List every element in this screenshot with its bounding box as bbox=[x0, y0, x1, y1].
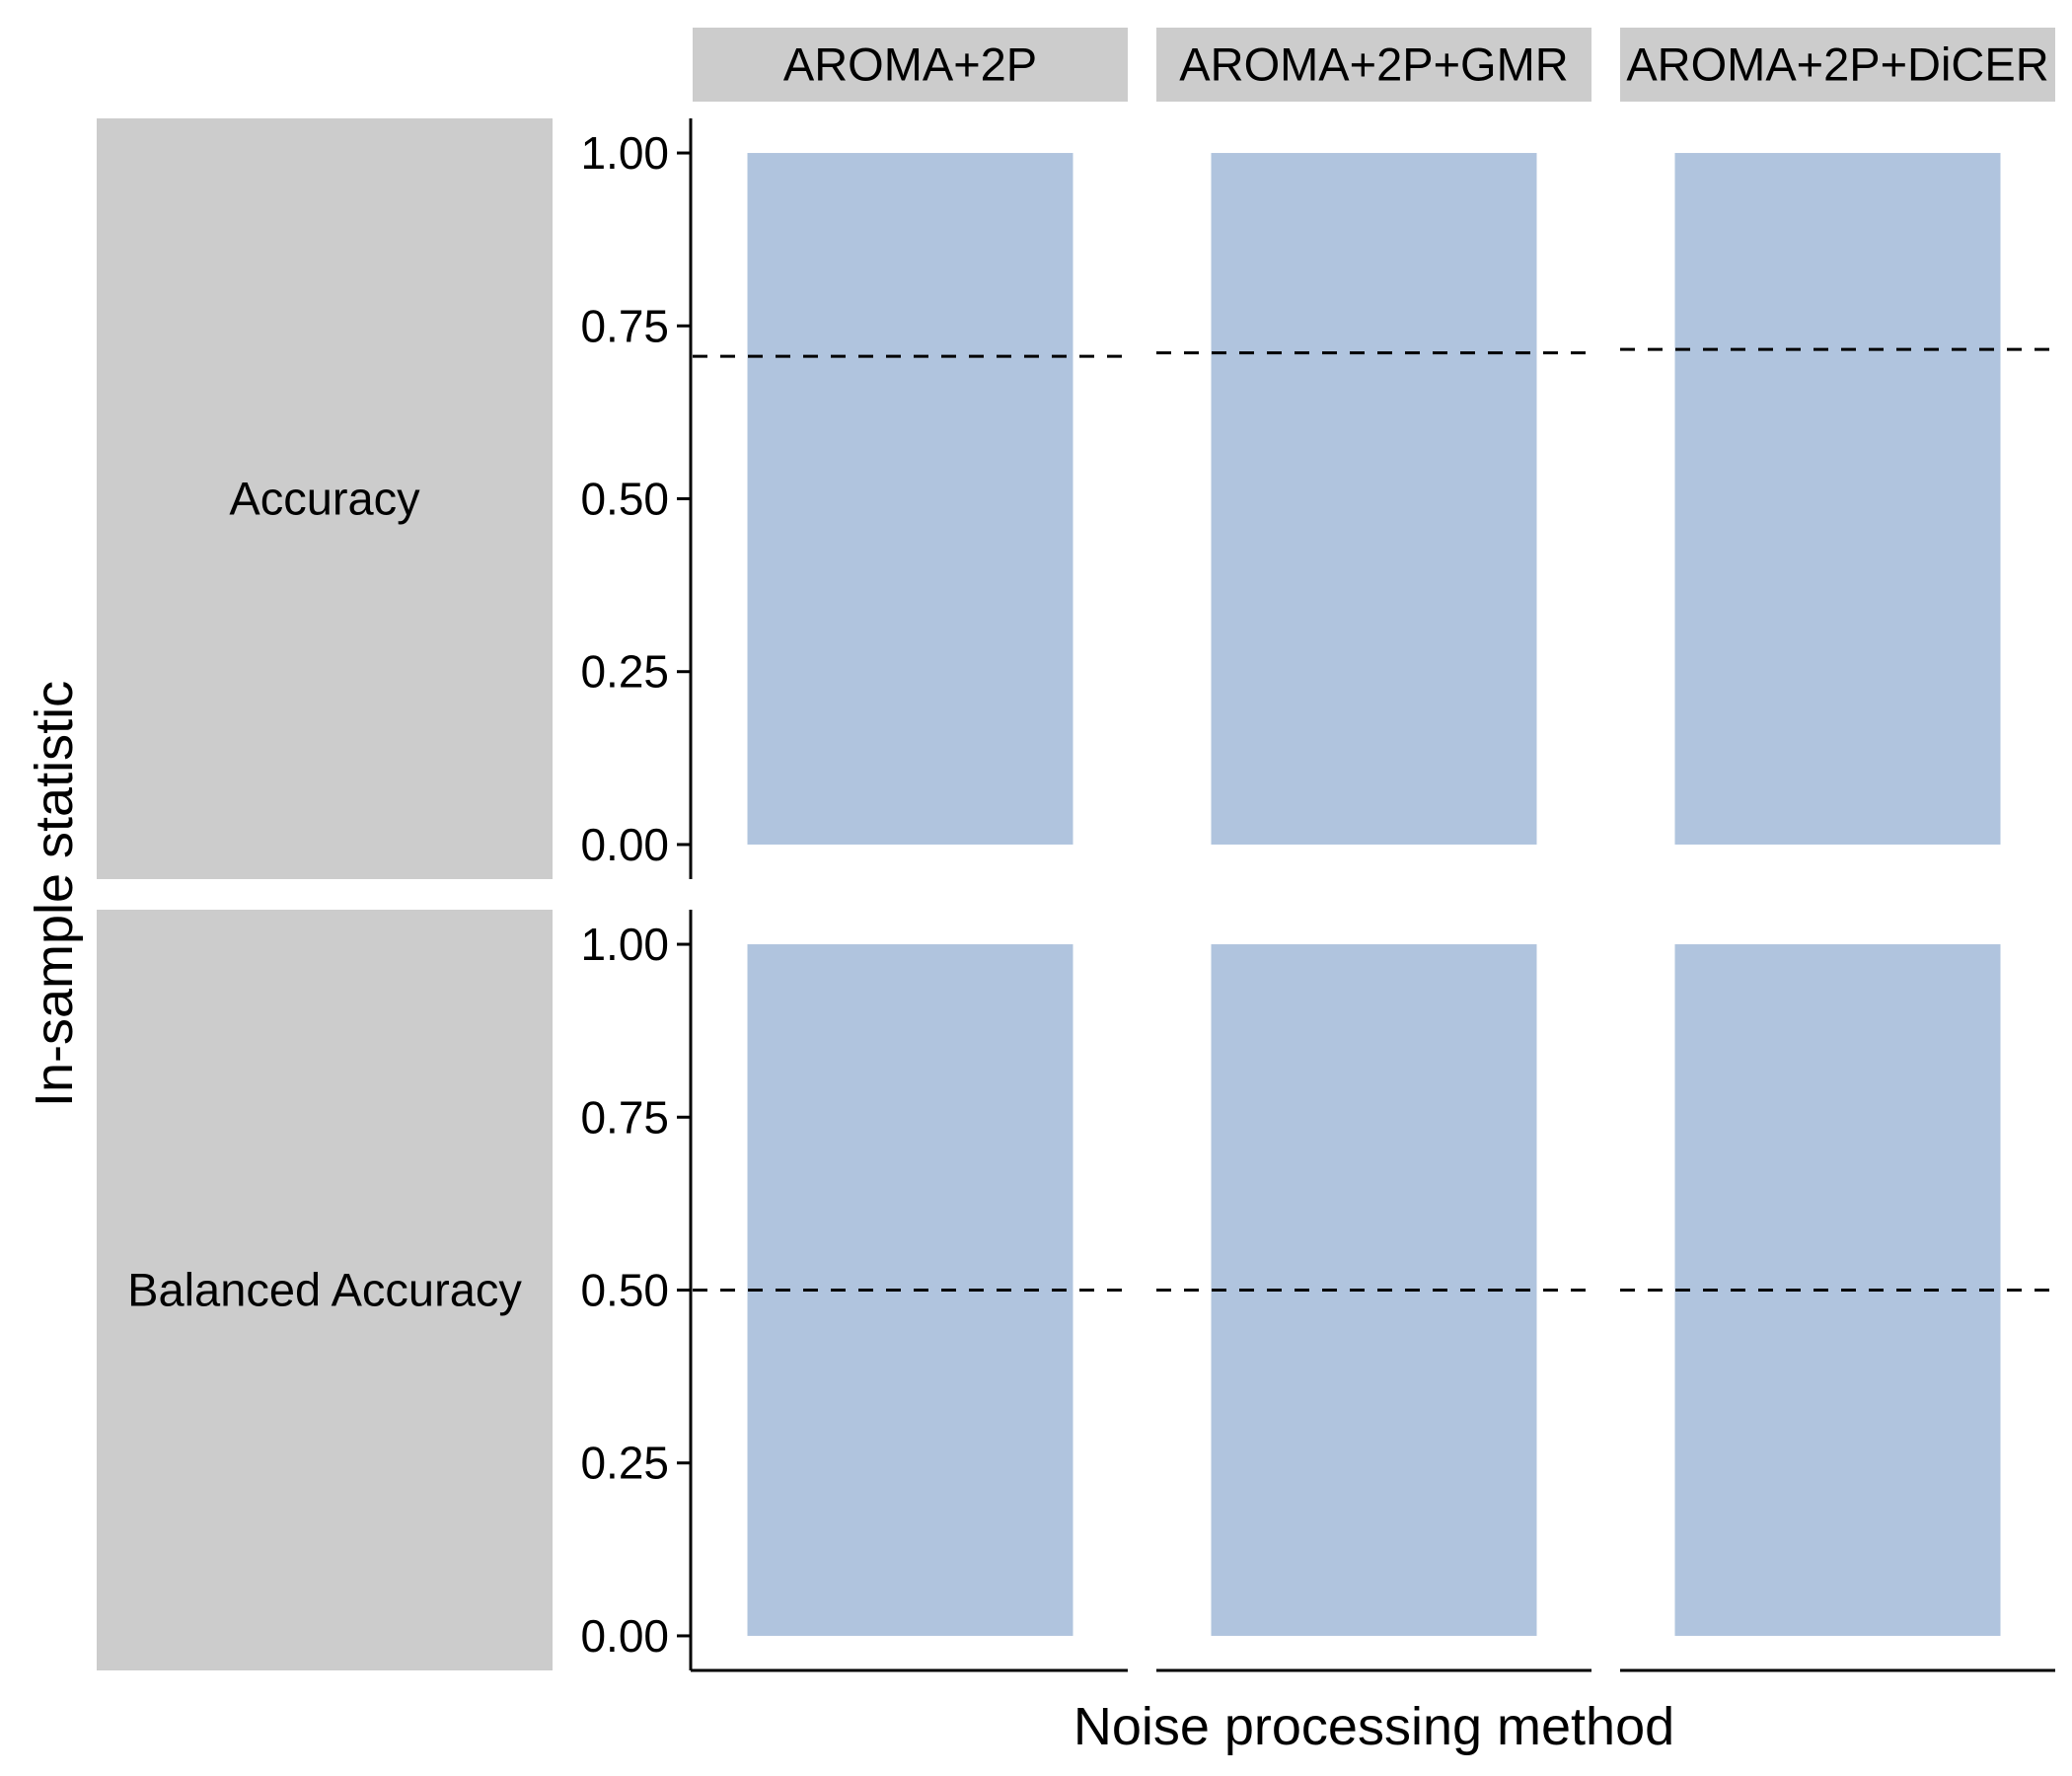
column-strip-label: AROMA+2P+DiCER bbox=[1626, 38, 2048, 91]
y-tick-label: 1.00 bbox=[580, 919, 669, 970]
column-strip-bg bbox=[1620, 28, 2055, 102]
column-strips: AROMA+2P AROMA+2P+GMR AROMA+2P+DiCER bbox=[693, 28, 2055, 102]
y-tick-label: 0.25 bbox=[580, 1438, 669, 1489]
bar bbox=[1211, 944, 1537, 1636]
row-strip-label: Accuracy bbox=[229, 473, 420, 525]
bar bbox=[747, 153, 1073, 845]
column-strip-bg bbox=[1156, 28, 1591, 102]
column-strip-bg bbox=[693, 28, 1128, 102]
row-strip-label: Balanced Accuracy bbox=[127, 1264, 522, 1316]
row-strip-bg bbox=[97, 118, 553, 879]
column-strip-label: AROMA+2P bbox=[783, 38, 1037, 91]
panels: 0.00 0.25 0.50 0.75 1.00 0.00 0.25 0.50 0.75 1.00 bbox=[580, 118, 2055, 1672]
y-tick-label: 0.50 bbox=[580, 474, 669, 525]
column-strip-label: AROMA+2P+GMR bbox=[1179, 38, 1568, 91]
y-tick-label: 0.75 bbox=[580, 300, 669, 351]
bar bbox=[747, 944, 1073, 1636]
y-tick-label: 0.50 bbox=[580, 1265, 669, 1316]
y-tick-label: 1.00 bbox=[580, 127, 669, 179]
row-strips: Accuracy Balanced Accuracy bbox=[97, 118, 553, 1670]
bar bbox=[1674, 944, 2001, 1636]
y-tick-label: 0.25 bbox=[580, 646, 669, 698]
bar bbox=[1211, 153, 1537, 845]
y-tick-label: 0.00 bbox=[580, 1610, 669, 1662]
row-strip-bg bbox=[97, 910, 553, 1670]
bar bbox=[1674, 153, 2001, 845]
y-tick-label: 0.00 bbox=[580, 819, 669, 870]
y-tick-label: 0.75 bbox=[580, 1091, 669, 1143]
y-axis-title: In-sample statistic bbox=[25, 681, 84, 1107]
x-axis-title: Noise processing method bbox=[1073, 1697, 1674, 1756]
